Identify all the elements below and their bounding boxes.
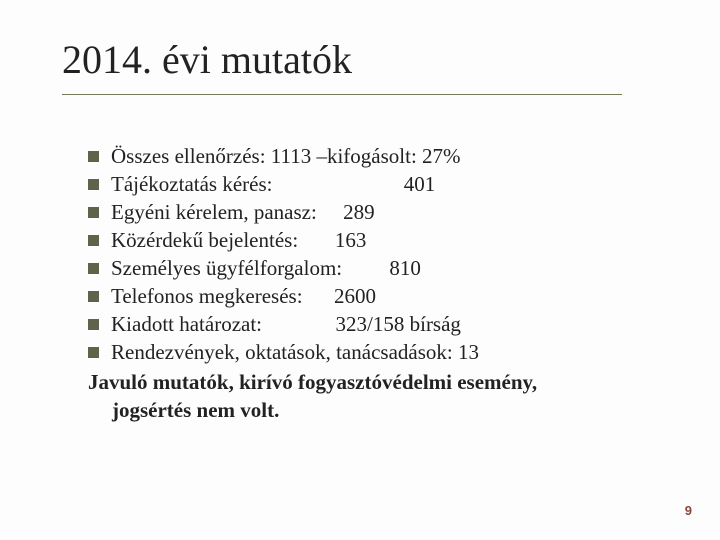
slide: 2014. évi mutatók Összes ellenőrzés: 111… bbox=[0, 0, 720, 540]
bullet-square-icon bbox=[88, 235, 99, 246]
list-item: Egyéni kérelem, panasz: 289 bbox=[88, 198, 648, 226]
title-underline bbox=[62, 94, 622, 95]
list-item-text: Közérdekű bejelentés: 163 bbox=[111, 226, 366, 254]
list-item: Tájékoztatás kérés: 401 bbox=[88, 170, 648, 198]
list-item: Összes ellenőrzés: 1113 –kifogásolt: 27% bbox=[88, 142, 648, 170]
list-item-text: Személyes ügyfélforgalom: 810 bbox=[111, 254, 421, 282]
list-item-text: Összes ellenőrzés: 1113 –kifogásolt: 27% bbox=[111, 142, 461, 170]
list-item: Telefonos megkeresés: 2600 bbox=[88, 282, 648, 310]
bullet-square-icon bbox=[88, 207, 99, 218]
closing-text: Javuló mutatók, kirívó fogyasztóvédelmi … bbox=[88, 368, 648, 424]
list-item-text: Rendezvények, oktatások, tanácsadások: 1… bbox=[111, 338, 479, 366]
slide-body: Összes ellenőrzés: 1113 –kifogásolt: 27%… bbox=[88, 142, 648, 424]
list-item: Kiadott határozat: 323/158 bírság bbox=[88, 310, 648, 338]
list-item: Személyes ügyfélforgalom: 810 bbox=[88, 254, 648, 282]
list-item-text: Telefonos megkeresés: 2600 bbox=[111, 282, 376, 310]
bullet-square-icon bbox=[88, 151, 99, 162]
list-item-text: Egyéni kérelem, panasz: 289 bbox=[111, 198, 375, 226]
bullet-square-icon bbox=[88, 179, 99, 190]
slide-title: 2014. évi mutatók bbox=[62, 36, 352, 83]
bullet-square-icon bbox=[88, 291, 99, 302]
page-number: 9 bbox=[685, 503, 692, 518]
list-item-text: Tájékoztatás kérés: 401 bbox=[111, 170, 435, 198]
list-item-text: Kiadott határozat: 323/158 bírság bbox=[111, 310, 461, 338]
closing-line-2: jogsértés nem volt. bbox=[112, 398, 279, 422]
closing-line-1: Javuló mutatók, kirívó fogyasztóvédelmi … bbox=[88, 370, 537, 394]
bullet-square-icon bbox=[88, 263, 99, 274]
list-item: Közérdekű bejelentés: 163 bbox=[88, 226, 648, 254]
list-item: Rendezvények, oktatások, tanácsadások: 1… bbox=[88, 338, 648, 366]
bullet-square-icon bbox=[88, 319, 99, 330]
bullet-square-icon bbox=[88, 347, 99, 358]
